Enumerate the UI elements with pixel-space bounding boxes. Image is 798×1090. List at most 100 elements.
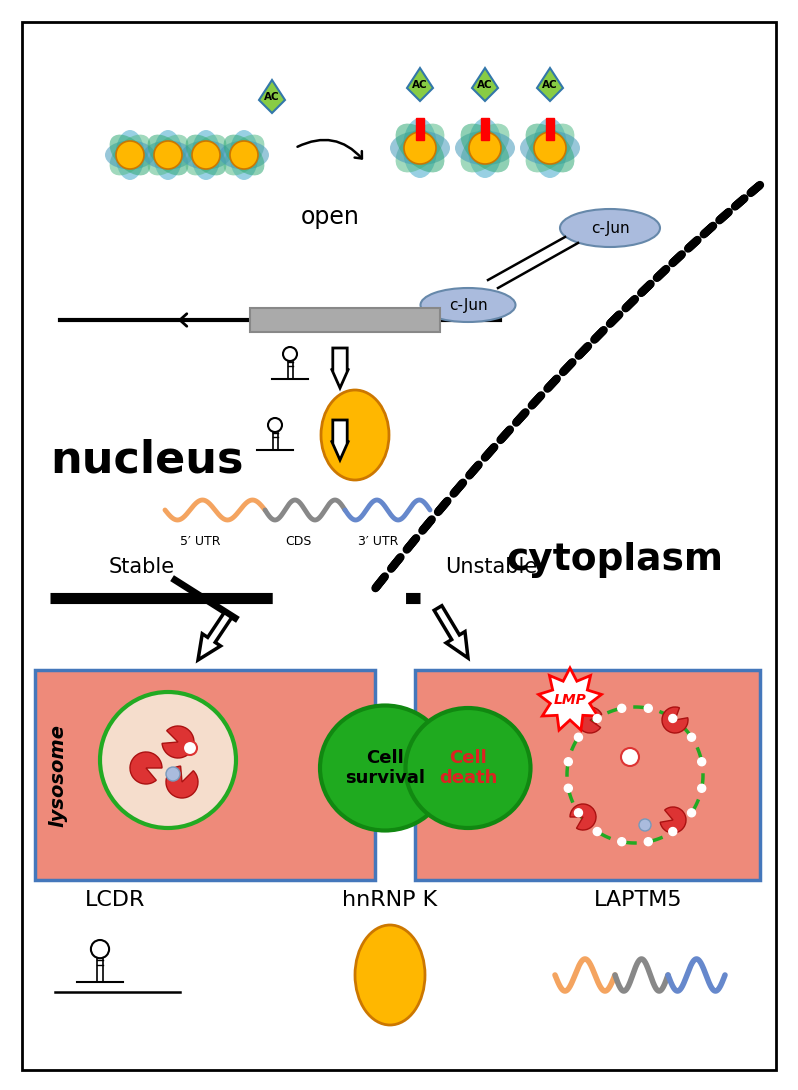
Ellipse shape [320, 705, 450, 831]
Ellipse shape [405, 708, 531, 828]
Ellipse shape [560, 209, 660, 247]
Ellipse shape [355, 925, 425, 1025]
Ellipse shape [148, 134, 188, 175]
Circle shape [91, 940, 109, 958]
Text: LMP: LMP [554, 693, 587, 707]
Ellipse shape [468, 118, 502, 178]
Circle shape [404, 132, 436, 164]
Circle shape [697, 785, 705, 792]
Circle shape [183, 741, 197, 755]
Wedge shape [162, 726, 194, 758]
Polygon shape [472, 68, 498, 101]
Circle shape [669, 827, 677, 836]
Circle shape [618, 838, 626, 846]
Ellipse shape [533, 118, 567, 178]
Ellipse shape [396, 123, 444, 172]
Text: CDS: CDS [285, 535, 311, 548]
Circle shape [688, 734, 696, 741]
Ellipse shape [105, 141, 155, 169]
Ellipse shape [390, 131, 450, 165]
Ellipse shape [109, 134, 150, 175]
Circle shape [618, 704, 626, 712]
Text: LAPTM5: LAPTM5 [594, 891, 682, 910]
Ellipse shape [186, 134, 227, 175]
Bar [415, 670, 760, 880]
Circle shape [534, 132, 566, 164]
Polygon shape [259, 80, 285, 113]
Bar [546, 118, 554, 140]
Polygon shape [332, 348, 348, 388]
Text: AC: AC [264, 92, 280, 102]
Circle shape [154, 141, 182, 169]
Ellipse shape [153, 130, 183, 180]
Ellipse shape [186, 134, 227, 175]
Circle shape [621, 748, 639, 766]
Bar [35, 670, 375, 880]
Ellipse shape [143, 141, 193, 169]
Wedge shape [166, 766, 198, 798]
Text: nucleus: nucleus [50, 438, 243, 482]
Ellipse shape [403, 118, 437, 178]
Ellipse shape [223, 134, 264, 175]
Circle shape [564, 785, 572, 792]
Text: Stable: Stable [109, 557, 175, 577]
Wedge shape [570, 804, 596, 829]
Ellipse shape [192, 130, 220, 180]
Circle shape [639, 819, 651, 831]
Circle shape [593, 827, 601, 836]
Text: lysosome: lysosome [49, 724, 68, 826]
Circle shape [268, 417, 282, 432]
Ellipse shape [396, 123, 444, 172]
Polygon shape [407, 68, 433, 101]
Ellipse shape [219, 141, 269, 169]
Ellipse shape [455, 131, 515, 165]
Ellipse shape [148, 134, 188, 175]
Text: cytoplasm: cytoplasm [507, 542, 724, 578]
Circle shape [644, 838, 652, 846]
Ellipse shape [460, 123, 509, 172]
Circle shape [192, 141, 220, 169]
Polygon shape [537, 68, 563, 101]
Circle shape [166, 767, 180, 782]
Circle shape [230, 141, 258, 169]
Polygon shape [332, 420, 348, 460]
Circle shape [644, 704, 652, 712]
Circle shape [100, 692, 236, 828]
Wedge shape [577, 707, 602, 732]
Bar [481, 118, 489, 140]
Ellipse shape [460, 123, 509, 172]
Ellipse shape [230, 130, 259, 180]
Polygon shape [198, 613, 231, 661]
Circle shape [564, 758, 572, 766]
Ellipse shape [181, 141, 231, 169]
Text: 5′ UTR: 5′ UTR [180, 535, 220, 548]
Circle shape [283, 347, 297, 361]
Ellipse shape [526, 123, 575, 172]
Text: AC: AC [542, 80, 558, 90]
Ellipse shape [321, 390, 389, 480]
Wedge shape [660, 807, 686, 833]
Circle shape [697, 758, 705, 766]
Text: c-Jun: c-Jun [448, 298, 488, 313]
Circle shape [688, 809, 696, 816]
Text: c-Jun: c-Jun [591, 220, 630, 235]
Text: AC: AC [477, 80, 493, 90]
Text: open: open [301, 205, 359, 229]
Wedge shape [130, 752, 162, 784]
Circle shape [469, 132, 501, 164]
Polygon shape [539, 668, 602, 730]
Polygon shape [434, 606, 468, 658]
Text: 3′ UTR: 3′ UTR [358, 535, 398, 548]
Circle shape [116, 141, 144, 169]
Circle shape [593, 714, 601, 723]
Ellipse shape [223, 134, 264, 175]
Ellipse shape [421, 288, 516, 322]
Text: AC: AC [413, 80, 428, 90]
Text: Cell
death: Cell death [439, 749, 497, 787]
Ellipse shape [116, 130, 144, 180]
Circle shape [575, 734, 583, 741]
Wedge shape [662, 707, 688, 732]
Text: hnRNP K: hnRNP K [342, 891, 437, 910]
Ellipse shape [520, 131, 580, 165]
Bar [250, 308, 440, 332]
